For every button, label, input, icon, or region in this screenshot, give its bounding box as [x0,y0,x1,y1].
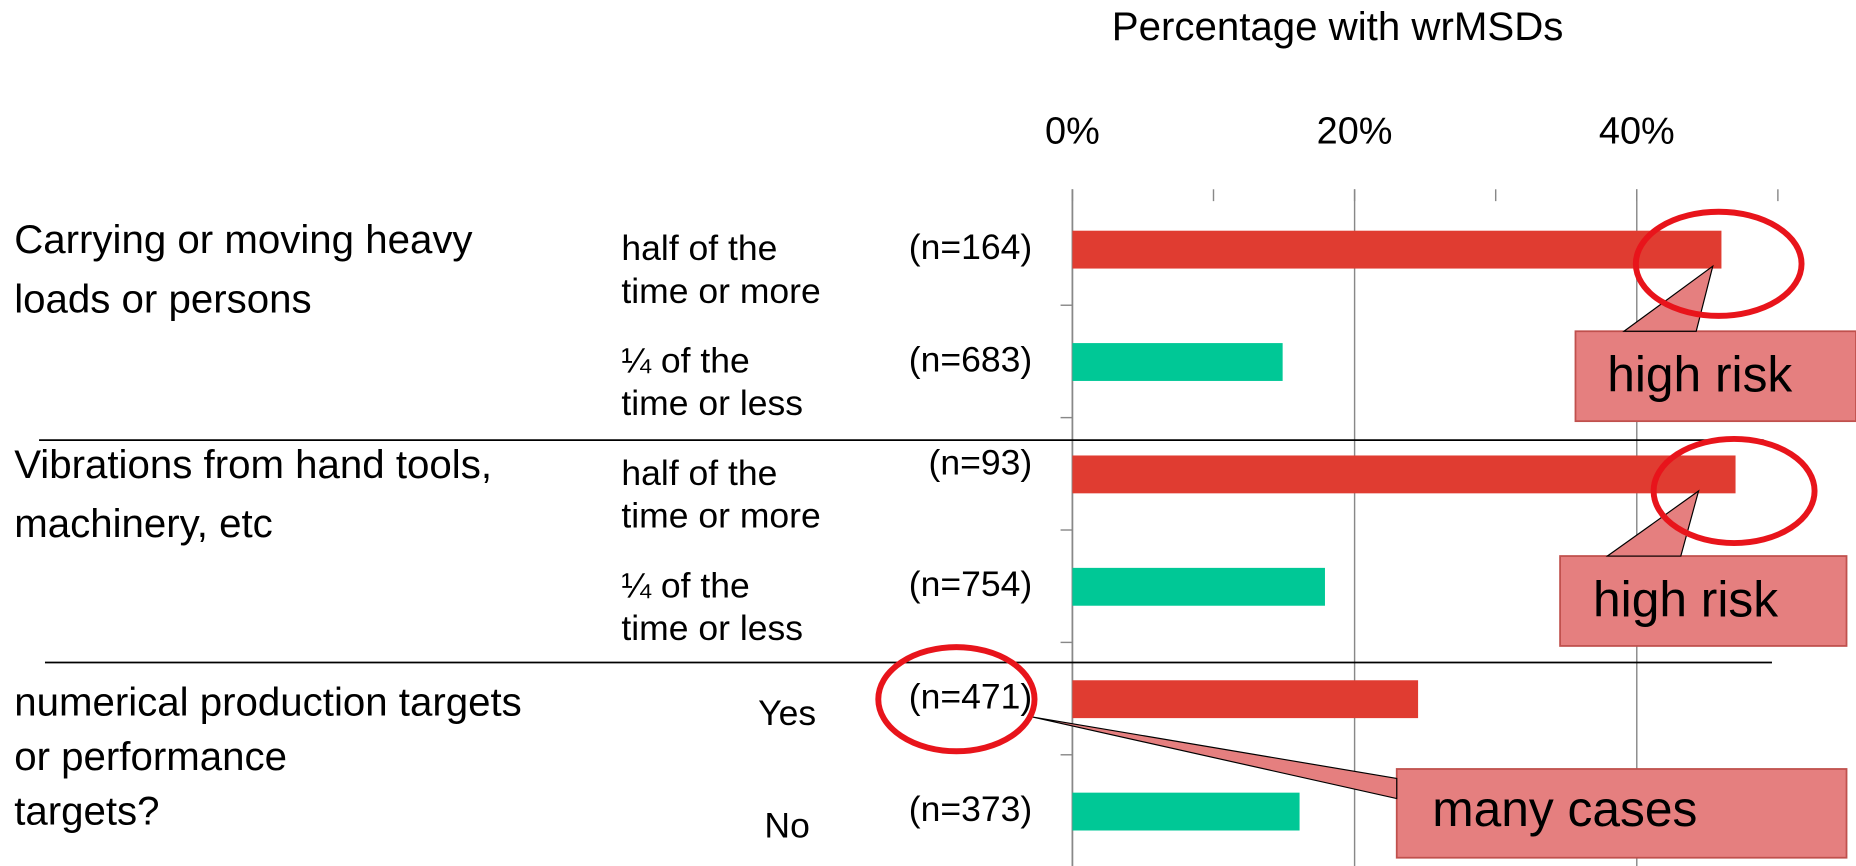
row-label: time or less [621,383,803,423]
callout-box [1395,768,1848,859]
callout-box [1574,330,1856,423]
n-label: (n=754) [909,564,1032,604]
group-label: loads or persons [14,276,311,321]
bar [1072,455,1736,494]
row-label: time or more [621,496,820,536]
row-label: time or less [621,608,803,648]
group-label: machinery, etc [14,501,273,546]
n-label: (n=93) [929,442,1033,482]
annotation: many cases [1432,781,1697,837]
x-tick-label: 40% [1599,111,1675,153]
row-label: ¼ of the [621,565,749,605]
row-label: half of the [621,228,777,268]
annotation: high risk [1593,571,1778,627]
highlight-ring [1650,435,1818,546]
n-label: (n=683) [909,339,1032,379]
n-label: (n=164) [909,227,1032,267]
group-label: targets? [14,789,159,834]
row-label: Yes [758,693,816,733]
highlight-ring [875,644,1038,755]
group-label: Carrying or moving heavy [14,217,473,262]
group-label: Vibrations from hand tools, [14,442,492,487]
group-label: numerical production targets [14,680,522,725]
bar [1072,680,1419,719]
n-label: (n=471) [909,677,1032,717]
group-label: or performance [14,734,287,779]
annotation: high risk [1607,347,1792,403]
n-label: (n=373) [909,789,1032,829]
callout-box [1559,555,1848,647]
bar [1072,230,1722,269]
callout-pointer [1032,716,1398,800]
highlight-ring [1632,208,1805,319]
row-label: time or more [621,271,820,311]
row-label: No [764,806,809,846]
bar [1072,792,1300,831]
row-label: ¼ of the [621,341,749,381]
bar [1072,343,1283,381]
bar [1072,567,1325,606]
chart-title: Percentage with wrMSDs [1112,4,1564,49]
callout-pointer [1605,489,1700,557]
x-tick-label: 0% [1045,111,1100,153]
row-label: half of the [621,453,777,493]
x-tick-label: 20% [1317,111,1393,153]
